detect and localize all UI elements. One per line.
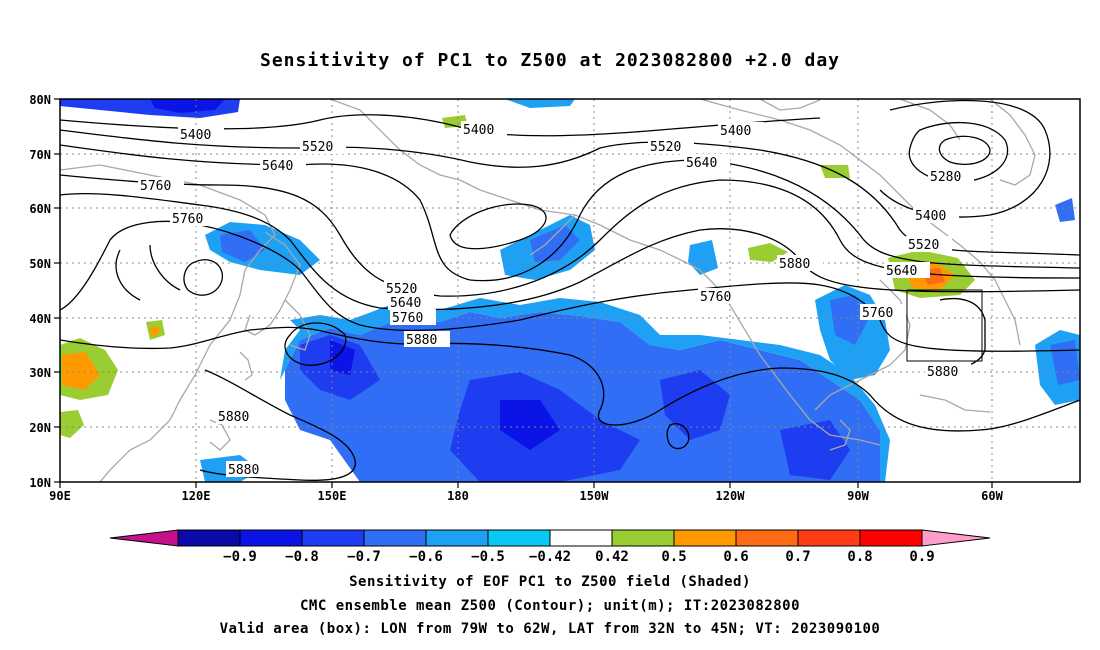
contour-labels: 5400 5400 5400 5520 5520 5640 5640 5760 … xyxy=(138,121,974,478)
contour-label: 5880 xyxy=(228,463,259,478)
lat-label: 60N xyxy=(29,202,51,216)
colorbar-tick-label: 0.7 xyxy=(785,549,810,565)
colorbar-tick-label: 0.9 xyxy=(909,549,934,565)
contour-label: 5880 xyxy=(779,257,810,272)
colorbar-box xyxy=(425,529,489,547)
positive-sensitivity-region xyxy=(150,327,160,336)
plot-title: Sensitivity of PC1 to Z500 at 2023082800… xyxy=(259,50,840,71)
negative-sensitivity-region xyxy=(330,340,355,375)
colorbar-boxes xyxy=(109,529,991,547)
colorbar-box xyxy=(611,529,675,547)
colorbar-tick-label: 0.42 xyxy=(595,549,629,565)
contour-label: 5760 xyxy=(700,290,731,305)
contour-label: 5400 xyxy=(463,123,494,138)
colorbar-tick-label: 0.6 xyxy=(723,549,748,565)
colorbar-tick-label: 0.8 xyxy=(847,549,872,565)
lon-label: 150E xyxy=(318,489,347,503)
positive-sensitivity-region xyxy=(60,410,84,438)
colorbar-box xyxy=(859,529,923,547)
contour-label: 5400 xyxy=(180,128,211,143)
lat-label: 50N xyxy=(29,257,51,271)
contour-label: 5640 xyxy=(390,296,421,311)
lon-label: 90W xyxy=(847,489,869,503)
caption-line-2: CMC ensemble mean Z500 (Contour); unit(m… xyxy=(299,598,800,614)
negative-sensitivity-region xyxy=(530,225,580,262)
axis-ticks xyxy=(54,98,993,488)
colorbar-box xyxy=(797,529,861,547)
colorbar-labels: −0.9 −0.8 −0.7 −0.6 −0.5 −0.42 0.42 0.5 0.6 0.7 0.… xyxy=(223,549,935,565)
map-frame xyxy=(59,98,1081,483)
latitude-labels: 80N 70N 60N 50N 40N 30N 20N 10N xyxy=(29,93,51,490)
colorbar-box xyxy=(487,529,551,547)
caption-line-3: Valid area (box): LON from 79W to 62W, L… xyxy=(219,621,881,637)
contour-label: 5640 xyxy=(686,156,717,171)
valid-area-box xyxy=(906,289,983,362)
contour-label: 5520 xyxy=(908,238,939,253)
colorbar-tick-label: −0.7 xyxy=(347,549,381,565)
contour-label: 5520 xyxy=(302,140,333,155)
colorbar-box xyxy=(673,529,737,547)
contour-label: 5280 xyxy=(930,170,961,185)
contour-label: 5760 xyxy=(172,212,203,227)
lat-label: 40N xyxy=(29,312,51,326)
longitude-labels: 90E 120E 150E 180 150W 120W 90W 60W xyxy=(49,489,1003,503)
contour-label: 5760 xyxy=(140,179,171,194)
colorbar-box xyxy=(177,529,241,547)
contour-label: 5760 xyxy=(392,311,423,326)
negative-sensitivity-region xyxy=(280,298,890,482)
gridlines xyxy=(60,99,1080,482)
contour-label: 5760 xyxy=(862,306,893,321)
colorbar-box xyxy=(549,529,613,547)
lon-label: 120E xyxy=(182,489,211,503)
contour-label: 5520 xyxy=(650,140,681,155)
caption-line-1: Sensitivity of EOF PC1 to Z500 field (Sh… xyxy=(349,574,751,590)
lat-label: 10N xyxy=(29,476,51,490)
negative-sensitivity-region xyxy=(660,370,730,440)
map-panel: 5400 5400 5400 5520 5520 5640 5640 5760 … xyxy=(29,93,1081,503)
colorbar-box xyxy=(363,529,427,547)
contour-label: 5640 xyxy=(886,264,917,279)
contour-label: 5880 xyxy=(927,365,958,380)
colorbar-box xyxy=(735,529,799,547)
lat-label: 80N xyxy=(29,93,51,107)
lat-label: 70N xyxy=(29,148,51,162)
negative-sensitivity-region xyxy=(688,240,718,275)
lon-label: 60W xyxy=(981,489,1003,503)
colorbar-tick-label: 0.5 xyxy=(661,549,686,565)
contour-label: 5880 xyxy=(218,410,249,425)
contour-label: 5640 xyxy=(262,159,293,174)
negative-sensitivity-region xyxy=(500,400,560,450)
negative-sensitivity-region xyxy=(505,99,575,108)
negative-sensitivity-region xyxy=(1050,340,1080,385)
colorbar-tick-label: −0.5 xyxy=(471,549,505,565)
coastlines xyxy=(60,99,1036,482)
lon-label: 120W xyxy=(716,489,746,503)
colorbar-tick-label: −0.9 xyxy=(223,549,257,565)
colorbar-min-arrow xyxy=(109,529,179,547)
contour-label: 5520 xyxy=(386,282,417,297)
negative-sensitivity-region xyxy=(285,312,880,482)
negative-sensitivity-region xyxy=(1055,198,1075,222)
contour-label: 5400 xyxy=(915,209,946,224)
lat-label: 30N xyxy=(29,366,51,380)
colorbar-tick-label: −0.42 xyxy=(529,549,571,565)
colorbar-max-arrow xyxy=(921,529,991,547)
contour-label: 5400 xyxy=(720,124,751,139)
negative-sensitivity-region xyxy=(830,295,868,345)
contour-label: 5880 xyxy=(406,333,437,348)
lon-label: 150W xyxy=(580,489,610,503)
positive-sensitivity-region xyxy=(62,352,100,390)
negative-sensitivity-region xyxy=(150,99,225,113)
colorbar: −0.9 −0.8 −0.7 −0.6 −0.5 −0.42 0.42 0.5 0.6 0.7 0.… xyxy=(109,529,991,565)
colorbar-box xyxy=(239,529,303,547)
colorbar-tick-label: −0.6 xyxy=(409,549,443,565)
colorbar-box xyxy=(301,529,365,547)
lon-label: 180 xyxy=(447,489,469,503)
lat-label: 20N xyxy=(29,421,51,435)
colorbar-tick-label: −0.8 xyxy=(285,549,319,565)
negative-sensitivity-region xyxy=(220,230,265,262)
lon-label: 90E xyxy=(49,489,71,503)
